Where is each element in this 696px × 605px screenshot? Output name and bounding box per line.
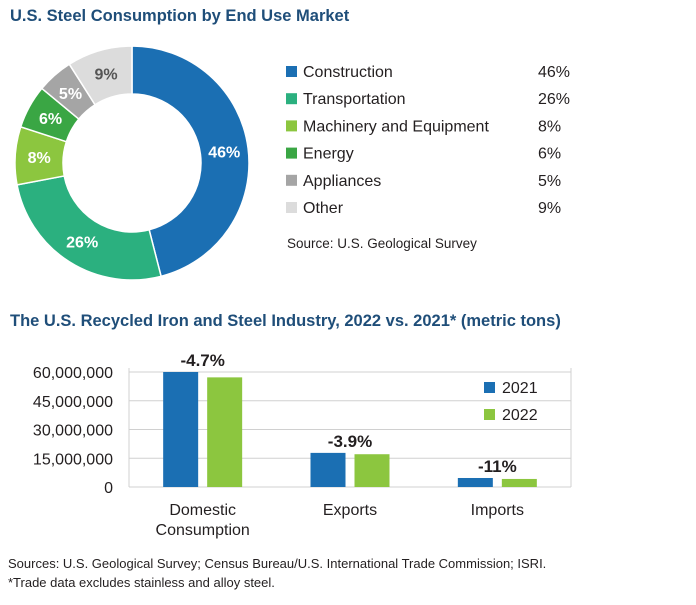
y-tick-label: 15,000,000	[33, 451, 113, 468]
legend-label: Transportation	[303, 91, 406, 108]
legend-value: 8%	[538, 118, 561, 135]
donut-chart: 46% 26% 8% 6% 5% 9% Construction 46% Transporta…	[14, 45, 570, 281]
x-tick-label: Exports	[323, 502, 377, 519]
bar-chart-title: The U.S. Recycled Iron and Steel Industr…	[10, 312, 561, 330]
legend-label: Appliances	[303, 173, 381, 190]
footer-sources: Sources: U.S. Geological Survey; Census …	[8, 556, 547, 571]
legend-label: Other	[303, 200, 344, 217]
donut-slice-label: 5%	[59, 86, 82, 103]
donut-slice-label: 6%	[39, 111, 62, 128]
legend-value: 26%	[538, 91, 570, 108]
donut-slice-label: 26%	[66, 235, 98, 252]
bar-legend-swatch	[484, 382, 495, 393]
bar-2022	[207, 377, 243, 487]
bar-legend-label: 2021	[502, 380, 538, 397]
y-tick-label: 30,000,000	[33, 423, 113, 440]
legend-swatch	[286, 202, 297, 213]
bar-2021	[163, 372, 199, 487]
legend-swatch	[286, 66, 297, 77]
bar-annotation: -4.7%	[180, 351, 224, 370]
donut-source: Source: U.S. Geological Survey	[287, 236, 477, 251]
legend-label: Energy	[303, 146, 354, 163]
bar-2022	[501, 478, 537, 487]
bar-2021	[457, 477, 493, 487]
y-tick-label: 60,000,000	[33, 365, 113, 382]
bar-2022	[354, 454, 390, 487]
footer-note: *Trade data excludes stainless and alloy…	[8, 575, 275, 590]
donut-slice-construction	[131, 45, 250, 278]
y-tick-label: 45,000,000	[33, 394, 113, 411]
legend-label: Machinery and Equipment	[303, 118, 489, 135]
bar-annotation: -3.9%	[328, 432, 372, 451]
bar-2021	[310, 452, 346, 487]
y-tick-label: 0	[104, 480, 113, 497]
legend-value: 5%	[538, 173, 561, 190]
donut-slice-transportation	[16, 175, 163, 281]
legend-swatch	[286, 93, 297, 105]
legend-label: Construction	[303, 64, 393, 81]
legend-swatch	[286, 147, 297, 159]
x-tick-label: Imports	[471, 502, 524, 519]
x-tick-label: Domestic	[169, 502, 236, 519]
legend-swatch	[286, 174, 297, 186]
legend-value: 6%	[538, 146, 561, 163]
donut-slice-other	[68, 45, 133, 106]
bar-legend-swatch	[484, 409, 495, 420]
donut-chart-title: U.S. Steel Consumption by End Use Market	[10, 7, 350, 25]
legend-value: 9%	[538, 200, 561, 217]
legend-swatch	[286, 120, 297, 132]
legend-value: 46%	[538, 64, 570, 81]
donut-slice-label: 8%	[28, 150, 51, 167]
donut-slice-label: 9%	[94, 67, 117, 84]
x-tick-label: Consumption	[156, 522, 250, 539]
donut-slice-label: 46%	[208, 144, 240, 161]
bar-annotation: -11%	[478, 457, 517, 476]
bar-legend-label: 2022	[502, 407, 538, 424]
